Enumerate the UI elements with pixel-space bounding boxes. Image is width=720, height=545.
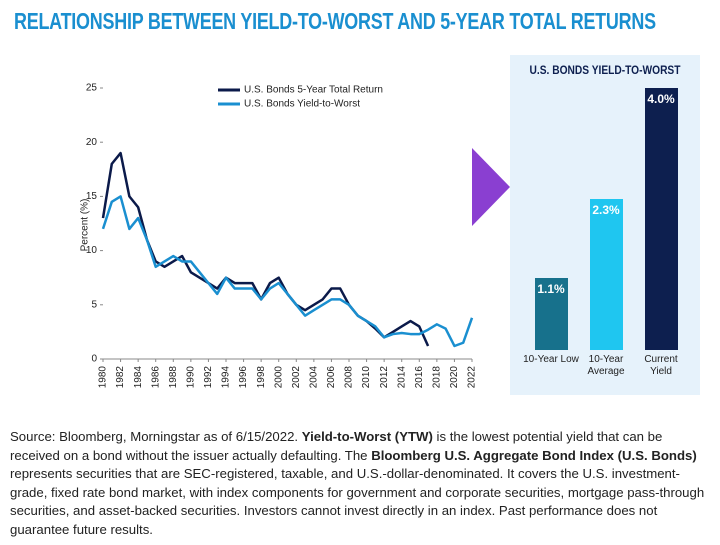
footnote: Source: Bloomberg, Morningstar as of 6/1… [10, 428, 715, 539]
y-tick-label: 20 [86, 137, 98, 148]
y-tick-label: 5 [91, 299, 97, 310]
x-tick-label: 1990 [185, 366, 196, 389]
legend-label: U.S. Bonds 5-Year Total Return [244, 85, 383, 96]
x-tick-label: 2004 [308, 366, 319, 389]
line-chart: Percent (%) 0 5 10 15 20 25 1980 1982 1984 1986 19… [80, 83, 510, 389]
x-tick-label: 2014 [396, 366, 407, 389]
bar-panel: U.S. BONDS YIELD-TO-WORST 1.1% 10-Year Lo… [510, 55, 700, 395]
x-tick-label: 1998 [256, 366, 267, 389]
footnote-term: Bloomberg U.S. Aggregate Bond Index (U.S… [371, 447, 697, 463]
x-tick-label: 2012 [379, 366, 390, 389]
x-tick-label: 2016 [414, 366, 425, 389]
x-tick-label: 2022 [467, 366, 478, 389]
series-line [101, 151, 430, 347]
bar [589, 199, 623, 350]
y-tick-label: 10 [86, 245, 98, 256]
page-title: RELATIONSHIP BETWEEN YIELD-TO-WORST AND … [14, 8, 656, 34]
x-tick-label: 2018 [431, 366, 442, 389]
bar-chart-title: U.S. BONDS YIELD-TO-WORST [529, 63, 681, 77]
x-tick-label: 1996 [238, 366, 249, 389]
series-line [101, 195, 474, 348]
y-tick-label: 25 [86, 83, 98, 94]
x-tick-label: 2020 [449, 366, 460, 389]
footnote-text: is the lowest potential yield that can b… [10, 429, 663, 463]
x-tick-label: 1984 [133, 366, 144, 389]
category-label: 10-Year Low [523, 354, 579, 365]
x-tick-label: 1982 [115, 366, 126, 389]
x-tick-label: 1994 [221, 366, 232, 389]
y-axis-label: Percent (%) [80, 199, 91, 252]
x-tick-label: 2010 [361, 366, 372, 389]
x-tick-label: 2008 [344, 366, 355, 389]
x-tick-label: 1988 [168, 366, 179, 389]
x-tick-label: 1986 [150, 366, 161, 389]
bar [534, 277, 568, 350]
bar [644, 88, 678, 350]
legend-label: U.S. Bonds Yield-to-Worst [244, 99, 360, 110]
x-tick-label: 1980 [98, 366, 109, 389]
y-tick-label: 0 [91, 354, 97, 365]
value-label: 4.0% [647, 92, 675, 106]
category-label: 10-Year Average [587, 354, 625, 377]
y-tick-label: 15 [86, 191, 98, 202]
x-tick-label: 2002 [291, 366, 302, 389]
arrow [472, 148, 510, 226]
x-tick-label: 2000 [273, 366, 284, 389]
value-label: 2.3% [592, 203, 620, 218]
footnote-text: Source: Bloomberg, Morningstar as of 6/1… [10, 429, 302, 444]
x-tick-label: 1992 [203, 366, 214, 389]
category-label: Current Yield [644, 354, 678, 377]
footnote-text: represents securities that are SEC-regis… [10, 466, 705, 537]
value-label: 1.1% [537, 281, 565, 296]
x-tick-label: 2006 [326, 366, 337, 389]
footnote-term: Yield-to-Worst (YTW) [301, 429, 433, 444]
